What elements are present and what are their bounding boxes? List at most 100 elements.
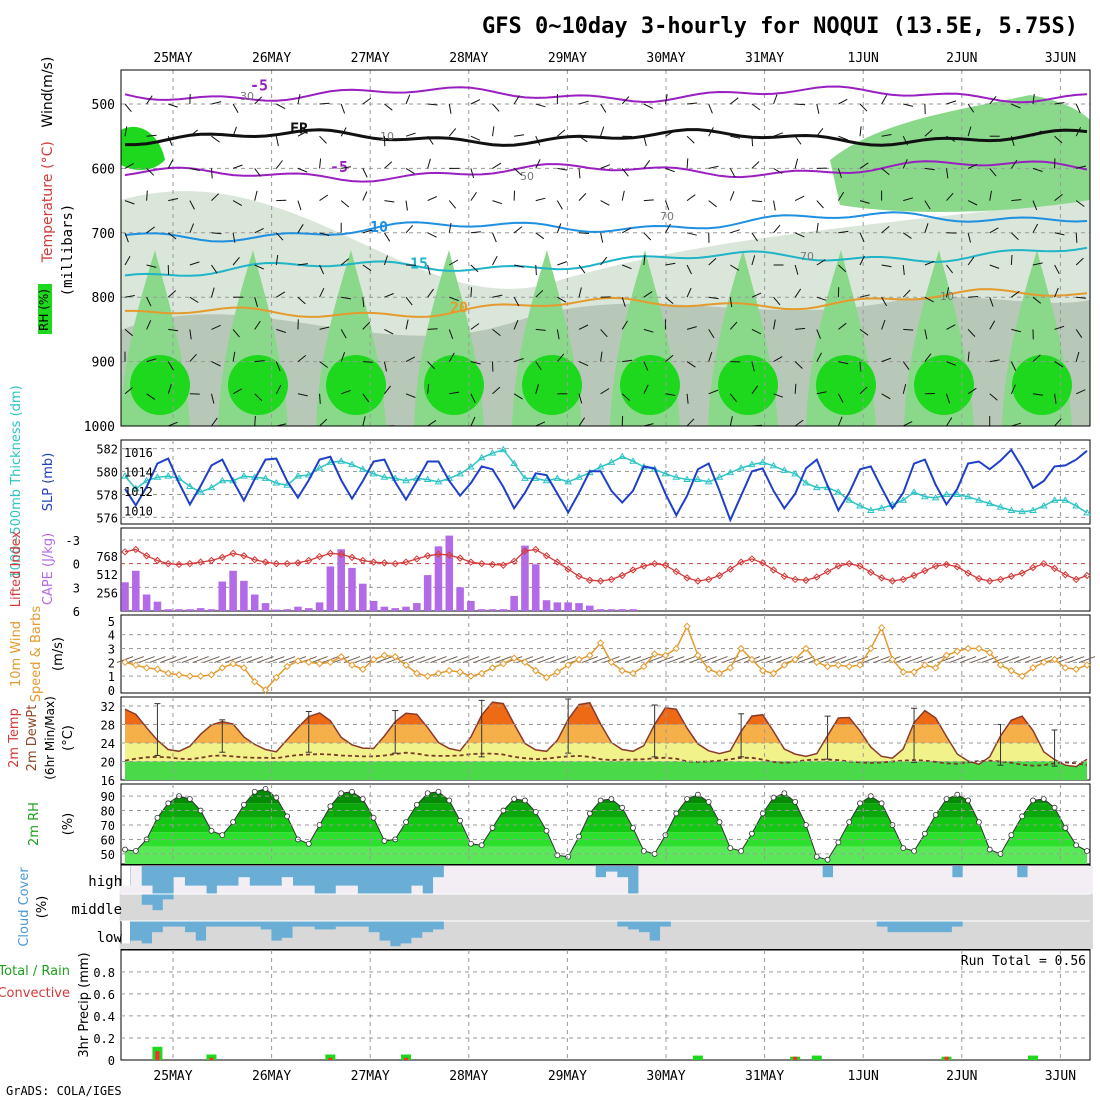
li-point-8: [207, 556, 216, 565]
barb-68-700: [859, 232, 865, 243]
rh-point-80: [986, 846, 993, 853]
cloud-clear-middle-21: [346, 894, 358, 921]
li-point-18: [315, 552, 324, 561]
thickness-point-70: [877, 504, 886, 511]
barb-82-900: [1010, 361, 1017, 371]
barb-12-700: [254, 227, 264, 234]
li-point-11: [240, 552, 248, 560]
li-point-43: [586, 576, 594, 584]
rh-point-68: [857, 800, 863, 807]
cape-bar-38: [531, 564, 540, 611]
wind-point-42: [575, 655, 583, 664]
barb-58-750: [751, 255, 756, 266]
cloud-clear-middle-45: [606, 894, 618, 921]
li-point-5: [175, 560, 183, 569]
cloud-clear-low-14: [270, 940, 283, 949]
li-point-29: [434, 550, 443, 558]
cloud-clear-low-15: [281, 937, 294, 949]
wind-barb-61: [776, 656, 793, 664]
precip-label-total: Total / Rain: [0, 964, 70, 979]
cloud-clear-low-19: [324, 929, 337, 949]
li-point-50: [661, 561, 670, 569]
wind-point-20: [337, 653, 345, 661]
wind-barb-5: [170, 656, 188, 664]
barb-84-600: [1032, 167, 1043, 172]
cloud-clear-low-80: [984, 921, 996, 949]
cloud-clear-high-52: [681, 866, 693, 894]
barb-8-650: [211, 193, 220, 201]
wind-point-30: [445, 666, 453, 675]
barb-34-550: [492, 126, 495, 137]
wind-point-10: [229, 659, 237, 668]
barb-6-1000: [189, 425, 191, 426]
cloud-clear-middle-39: [541, 894, 553, 921]
cloud-clear-high-39: [541, 866, 553, 894]
cape-bar-14: [272, 609, 281, 611]
wind-barb-1: [127, 656, 144, 664]
rh-point-39: [543, 827, 550, 834]
barb-54-850: [708, 329, 715, 339]
barb-8-900: [211, 361, 221, 367]
thickness-point-13: [261, 474, 270, 481]
barb-26-500: [405, 94, 411, 105]
cloud-clear-middle-85: [1038, 894, 1050, 921]
wind-barb-14: [268, 656, 285, 664]
profile-side-label-1: Temperature: [40, 174, 56, 264]
cloud-clear-low-34: [487, 921, 499, 949]
cloud-clear-middle-33: [476, 894, 488, 921]
cloud-clear-low-68: [854, 921, 866, 949]
wind-point-87: [1061, 664, 1070, 672]
barb-50-800: [665, 296, 674, 304]
li-point-30: [445, 551, 453, 559]
barb-34-800: [492, 294, 503, 298]
cloud-clear-high-45: [606, 871, 618, 894]
cloud-row-label-high: high: [88, 874, 122, 890]
barb-22-900: [362, 361, 373, 363]
cloud-clear-middle-73: [908, 894, 920, 921]
date-label-bottom-0: 25MAY: [153, 1069, 192, 1084]
barb-62-950: [794, 383, 797, 394]
barb-16-500: [297, 94, 301, 105]
barb-80-600: [989, 168, 997, 177]
isotherm-2: [124, 160, 1088, 183]
barb-80-750: [989, 264, 1000, 269]
cloud-clear-high-20: [335, 885, 348, 894]
barb-8-950: [210, 393, 215, 404]
thickness-point-88: [1072, 501, 1081, 509]
cloud-clear-middle-44: [595, 894, 607, 921]
cloud-clear-middle-47: [627, 894, 639, 921]
rh-contour-label-1: 10: [380, 130, 394, 143]
precip-conv-bar-7: [944, 1056, 949, 1060]
barb-50-500: [664, 94, 668, 105]
li-point-58: [748, 555, 756, 563]
rh-upper-right: [830, 95, 1090, 212]
barb-6-900: [189, 353, 197, 362]
barb-60-800: [773, 296, 781, 306]
date-label-bottom-8: 2JUN: [946, 1069, 977, 1084]
barb-20-650: [340, 200, 350, 208]
barb-18-550: [319, 135, 327, 144]
thickness-point-80: [985, 499, 994, 507]
barb-10-650: [232, 200, 243, 207]
li-point-88: [1072, 575, 1080, 584]
cloud-clear-middle-78: [962, 894, 975, 921]
cloud-clear-high-61: [778, 866, 791, 894]
wind-barb-34: [484, 656, 501, 664]
barb-22-600: [362, 168, 368, 178]
barb-36-600: [513, 168, 522, 176]
barb-78-800: [968, 296, 979, 298]
cloud-clear-high-68: [854, 866, 866, 894]
cape-bar-4: [164, 609, 173, 611]
barb-64-500: [816, 103, 820, 114]
cloud-clear-middle-8: [206, 894, 218, 921]
barb-8-750: [211, 264, 218, 274]
chart-title: GFS 0~10day 3-hourly for NOQUI (13.5E, 5…: [482, 14, 1078, 39]
barb-42-500: [578, 100, 589, 105]
barb-10-1000: [233, 425, 235, 426]
cloud-clear-high-58: [746, 866, 758, 894]
barb-76-1000: [946, 417, 953, 426]
barb-78-950: [967, 387, 977, 395]
cloud-clear-low-70: [876, 926, 888, 949]
barb-20-800: [341, 296, 352, 300]
li-point-76: [942, 560, 951, 569]
